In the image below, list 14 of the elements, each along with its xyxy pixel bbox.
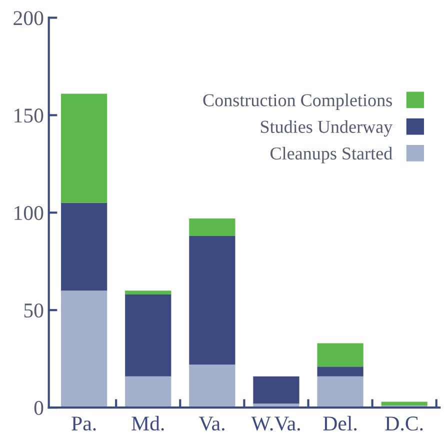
x-tick-label: D.C. bbox=[385, 416, 423, 431]
x-tick-label: W.Va. bbox=[251, 416, 300, 431]
y-tick-label: 200 bbox=[14, 11, 44, 26]
y-tick-label: 100 bbox=[14, 206, 44, 220]
y-tick-label: 0 bbox=[34, 400, 44, 415]
legend-label: Construction Completions bbox=[203, 94, 392, 110]
x-tick-label: Pa. bbox=[72, 416, 96, 431]
legend-label: Cleanups Started bbox=[270, 146, 392, 164]
y-tick-label: 150 bbox=[14, 108, 44, 123]
x-tick-label: Va. bbox=[198, 416, 224, 431]
x-tick-label: Md. bbox=[132, 416, 164, 431]
x-tick-label: Del. bbox=[323, 416, 357, 431]
y-tick-label: 50 bbox=[24, 303, 44, 318]
legend-label: Studies Underway bbox=[260, 120, 393, 137]
